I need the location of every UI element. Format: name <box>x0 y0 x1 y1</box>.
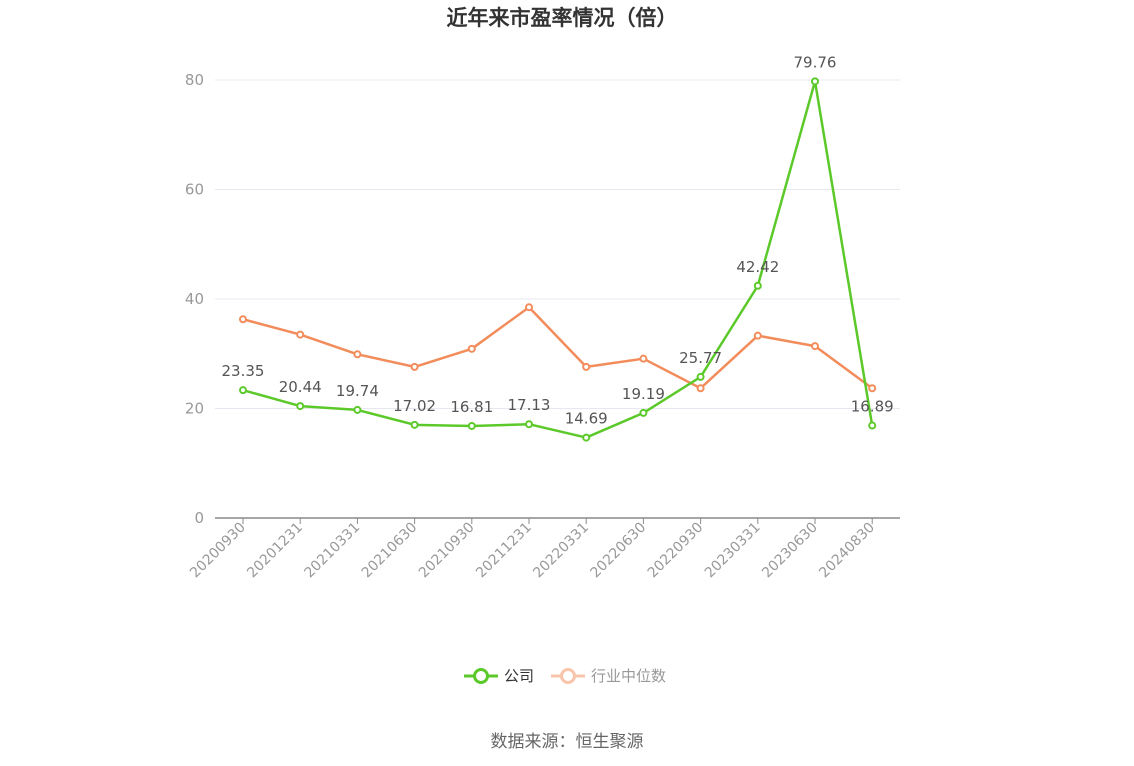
x-tick-label: 20210331 <box>302 520 364 582</box>
x-tick-label: 20240830 <box>816 520 878 582</box>
data-labels: 23.35 20.44 19.74 17.02 16.81 17.13 14.69 19.19… <box>222 53 894 427</box>
x-tick-label: 20210630 <box>359 520 421 582</box>
x-tick-label: 20230630 <box>759 520 821 582</box>
series-0-point <box>868 421 877 430</box>
data-label: 16.89 <box>851 398 894 416</box>
data-label: 25.77 <box>679 349 722 367</box>
series-lines <box>239 77 877 442</box>
data-label: 19.74 <box>336 382 379 400</box>
legend-item-industry-median[interactable]: 行业中位数 <box>551 667 666 685</box>
legend-company-marker-icon <box>473 668 489 684</box>
x-axis: 2020093020201231202103312021063020210930… <box>187 517 900 582</box>
series-0-point <box>239 386 247 395</box>
series-1-point <box>353 350 362 359</box>
series-1-point <box>525 303 533 312</box>
data-label: 17.02 <box>393 397 436 415</box>
x-tick-label: 20210930 <box>416 520 478 582</box>
legend-company-label: 公司 <box>504 667 534 685</box>
x-tick-label: 20230331 <box>702 520 764 582</box>
series-1-point <box>467 344 476 353</box>
data-label: 23.35 <box>222 362 265 380</box>
data-label: 16.81 <box>450 398 493 416</box>
data-source-note: 数据来源：恒生聚源 <box>491 732 644 752</box>
series-1-point <box>410 362 419 371</box>
legend-industry-marker-icon <box>560 668 576 684</box>
series-1-point <box>753 331 762 340</box>
series-0-point <box>753 281 762 290</box>
series-1-point <box>296 330 305 339</box>
series-0-point <box>639 408 648 417</box>
series-1-point <box>811 342 819 351</box>
y-tick-label: 60 <box>185 181 204 199</box>
series-1-point <box>868 384 877 393</box>
data-label: 19.19 <box>622 385 665 403</box>
data-label: 17.13 <box>508 396 551 414</box>
grid-lines <box>215 79 900 409</box>
legend: 公司 行业中位数 <box>464 667 666 685</box>
data-label: 14.69 <box>565 410 608 428</box>
data-label: 79.76 <box>794 53 837 71</box>
y-tick-label: 0 <box>194 509 204 527</box>
data-label: 20.44 <box>279 378 322 396</box>
y-tick-label: 20 <box>185 400 204 418</box>
series-1-point <box>639 354 648 363</box>
legend-industry-label: 行业中位数 <box>591 667 666 685</box>
series-0-point <box>467 421 476 430</box>
series-line-1 <box>242 305 873 390</box>
x-tick-label: 20201231 <box>244 520 306 582</box>
y-tick-label: 40 <box>185 290 204 308</box>
series-0-point <box>696 372 705 381</box>
series-0-point <box>410 420 419 429</box>
series-1-point <box>582 362 591 371</box>
series-line-0 <box>242 80 874 439</box>
chart-title: 近年来市盈率情况（倍） <box>447 6 678 30</box>
series-0-point <box>353 405 362 414</box>
series-1-point <box>239 315 247 324</box>
legend-item-company[interactable]: 公司 <box>464 667 534 685</box>
data-label: 42.42 <box>736 258 779 276</box>
series-0-point <box>525 420 533 429</box>
series-1-point <box>696 384 705 393</box>
x-tick-label: 20200930 <box>187 520 249 582</box>
x-tick-label: 20220630 <box>588 520 650 582</box>
x-tick-label: 20220930 <box>645 520 707 582</box>
series-0-point <box>811 77 819 86</box>
x-tick-label: 20211231 <box>473 520 535 582</box>
series-0-point <box>582 433 591 442</box>
y-tick-label: 80 <box>185 71 204 89</box>
series-0-point <box>296 402 305 411</box>
y-axis: 0 20 40 60 80 <box>185 71 204 527</box>
x-tick-label: 20220331 <box>530 520 592 582</box>
